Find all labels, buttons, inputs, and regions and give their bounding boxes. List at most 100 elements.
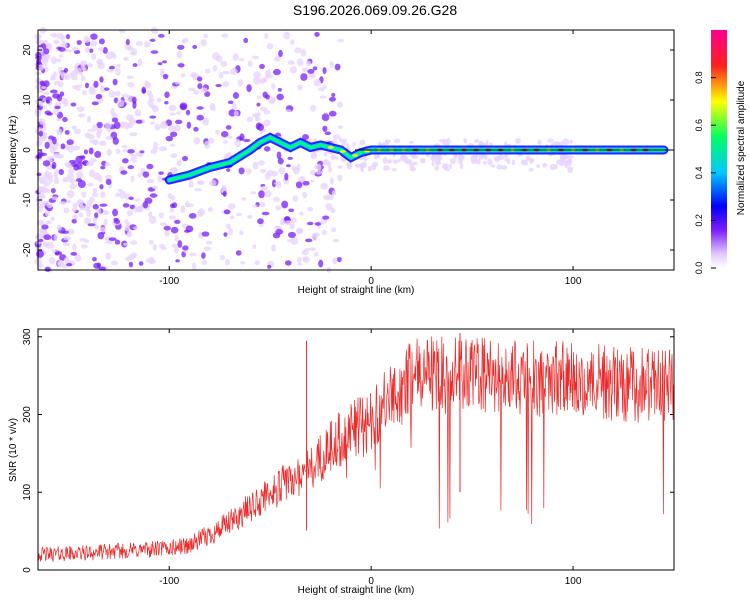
snr-frame [37, 328, 675, 571]
noise-speckle [55, 58, 62, 63]
noise-speckle [89, 48, 94, 53]
noise-speckle [42, 160, 51, 167]
noise-speckle [306, 60, 311, 67]
noise-speckle [520, 159, 527, 166]
noise-speckle [60, 143, 66, 150]
noise-speckle [79, 237, 87, 242]
noise-speckle [168, 104, 177, 112]
noise-speckle [93, 80, 99, 88]
noise-speckle [50, 216, 55, 221]
y-tick-label: -10 [22, 192, 33, 207]
noise-speckle [332, 139, 338, 145]
noise-speckle [154, 123, 161, 131]
noise-speckle [70, 251, 78, 256]
noise-speckle [78, 212, 84, 218]
noise-speckle [337, 125, 344, 130]
noise-speckle [189, 73, 197, 78]
colorbar-tick-label: 0.8 [694, 71, 704, 84]
y-tick-label: 10 [22, 94, 33, 106]
noise-speckle [149, 115, 157, 119]
noise-speckle [409, 162, 415, 169]
noise-speckle [71, 75, 78, 81]
noise-speckle [169, 207, 175, 213]
noise-speckle [153, 141, 158, 149]
noise-speckle [125, 38, 130, 46]
noise-speckle [57, 81, 64, 88]
noise-speckle [174, 119, 183, 125]
noise-speckle [328, 110, 337, 117]
noise-speckle [346, 163, 353, 170]
noise-speckle [238, 57, 245, 62]
noise-speckle [100, 191, 106, 199]
noise-speckle [245, 168, 252, 175]
noise-speckle [192, 44, 198, 50]
snr-xlabel: Height of straight line (km) [298, 585, 415, 596]
noise-speckle [74, 67, 82, 74]
noise-speckle [149, 121, 156, 125]
noise-speckle [87, 223, 96, 227]
noise-speckle [226, 135, 233, 139]
noise-speckle [431, 160, 435, 167]
noise-speckle [44, 141, 50, 149]
noise-speckle [204, 140, 211, 149]
noise-speckle [295, 228, 304, 234]
noise-speckle [268, 96, 276, 103]
noise-speckle [132, 63, 138, 68]
noise-speckle [181, 73, 186, 78]
noise-speckle [49, 33, 57, 37]
noise-speckle [159, 222, 168, 226]
noise-speckle [76, 162, 83, 170]
noise-speckle [193, 136, 201, 145]
noise-speckle [322, 125, 328, 132]
noise-speckle [448, 163, 453, 169]
noise-speckle [63, 67, 69, 73]
noise-speckle [188, 182, 194, 188]
noise-speckle [276, 181, 282, 189]
noise-speckle [37, 193, 45, 200]
noise-speckle [127, 165, 135, 170]
noise-speckle [73, 145, 81, 151]
noise-speckle [528, 167, 534, 172]
noise-speckle [322, 84, 327, 89]
noise-speckle [148, 258, 156, 264]
noise-speckle [63, 207, 70, 214]
noise-speckle [58, 71, 65, 76]
noise-speckle [99, 140, 107, 147]
noise-speckle [225, 125, 232, 130]
noise-speckle [62, 177, 67, 182]
noise-speckle [263, 119, 271, 127]
colorbar-tick-label: 0.6 [694, 119, 704, 132]
noise-speckle [287, 156, 293, 160]
noise-speckle [69, 178, 77, 184]
noise-speckle [337, 174, 343, 182]
noise-speckle [77, 180, 86, 189]
noise-speckle [89, 158, 97, 163]
x-tick-label: 100 [565, 576, 582, 587]
noise-speckle [122, 158, 129, 164]
noise-speckle [446, 168, 450, 172]
noise-speckle [53, 152, 61, 159]
noise-speckle [126, 75, 135, 79]
noise-speckle [172, 167, 178, 174]
noise-speckle [76, 106, 85, 112]
noise-speckle [257, 160, 265, 166]
noise-speckle [53, 107, 60, 116]
noise-speckle [75, 171, 84, 179]
snr-chart: -100 0 100 0 100 200 300 Height of straight li… [8, 328, 675, 596]
noise-speckle [567, 158, 573, 164]
noise-speckle [313, 164, 318, 170]
noise-speckle [97, 231, 105, 240]
noise-speckle [79, 204, 85, 211]
noise-speckle [297, 262, 303, 266]
noise-speckle [174, 219, 181, 225]
noise-speckle [126, 94, 134, 102]
noise-speckle [201, 259, 208, 266]
noise-speckle [243, 138, 251, 143]
noise-speckle [397, 159, 401, 163]
noise-speckle [58, 201, 67, 205]
noise-speckle [142, 201, 149, 209]
noise-speckle [482, 161, 487, 165]
noise-speckle [119, 121, 126, 129]
noise-speckle [262, 91, 268, 98]
noise-speckle [150, 149, 158, 154]
